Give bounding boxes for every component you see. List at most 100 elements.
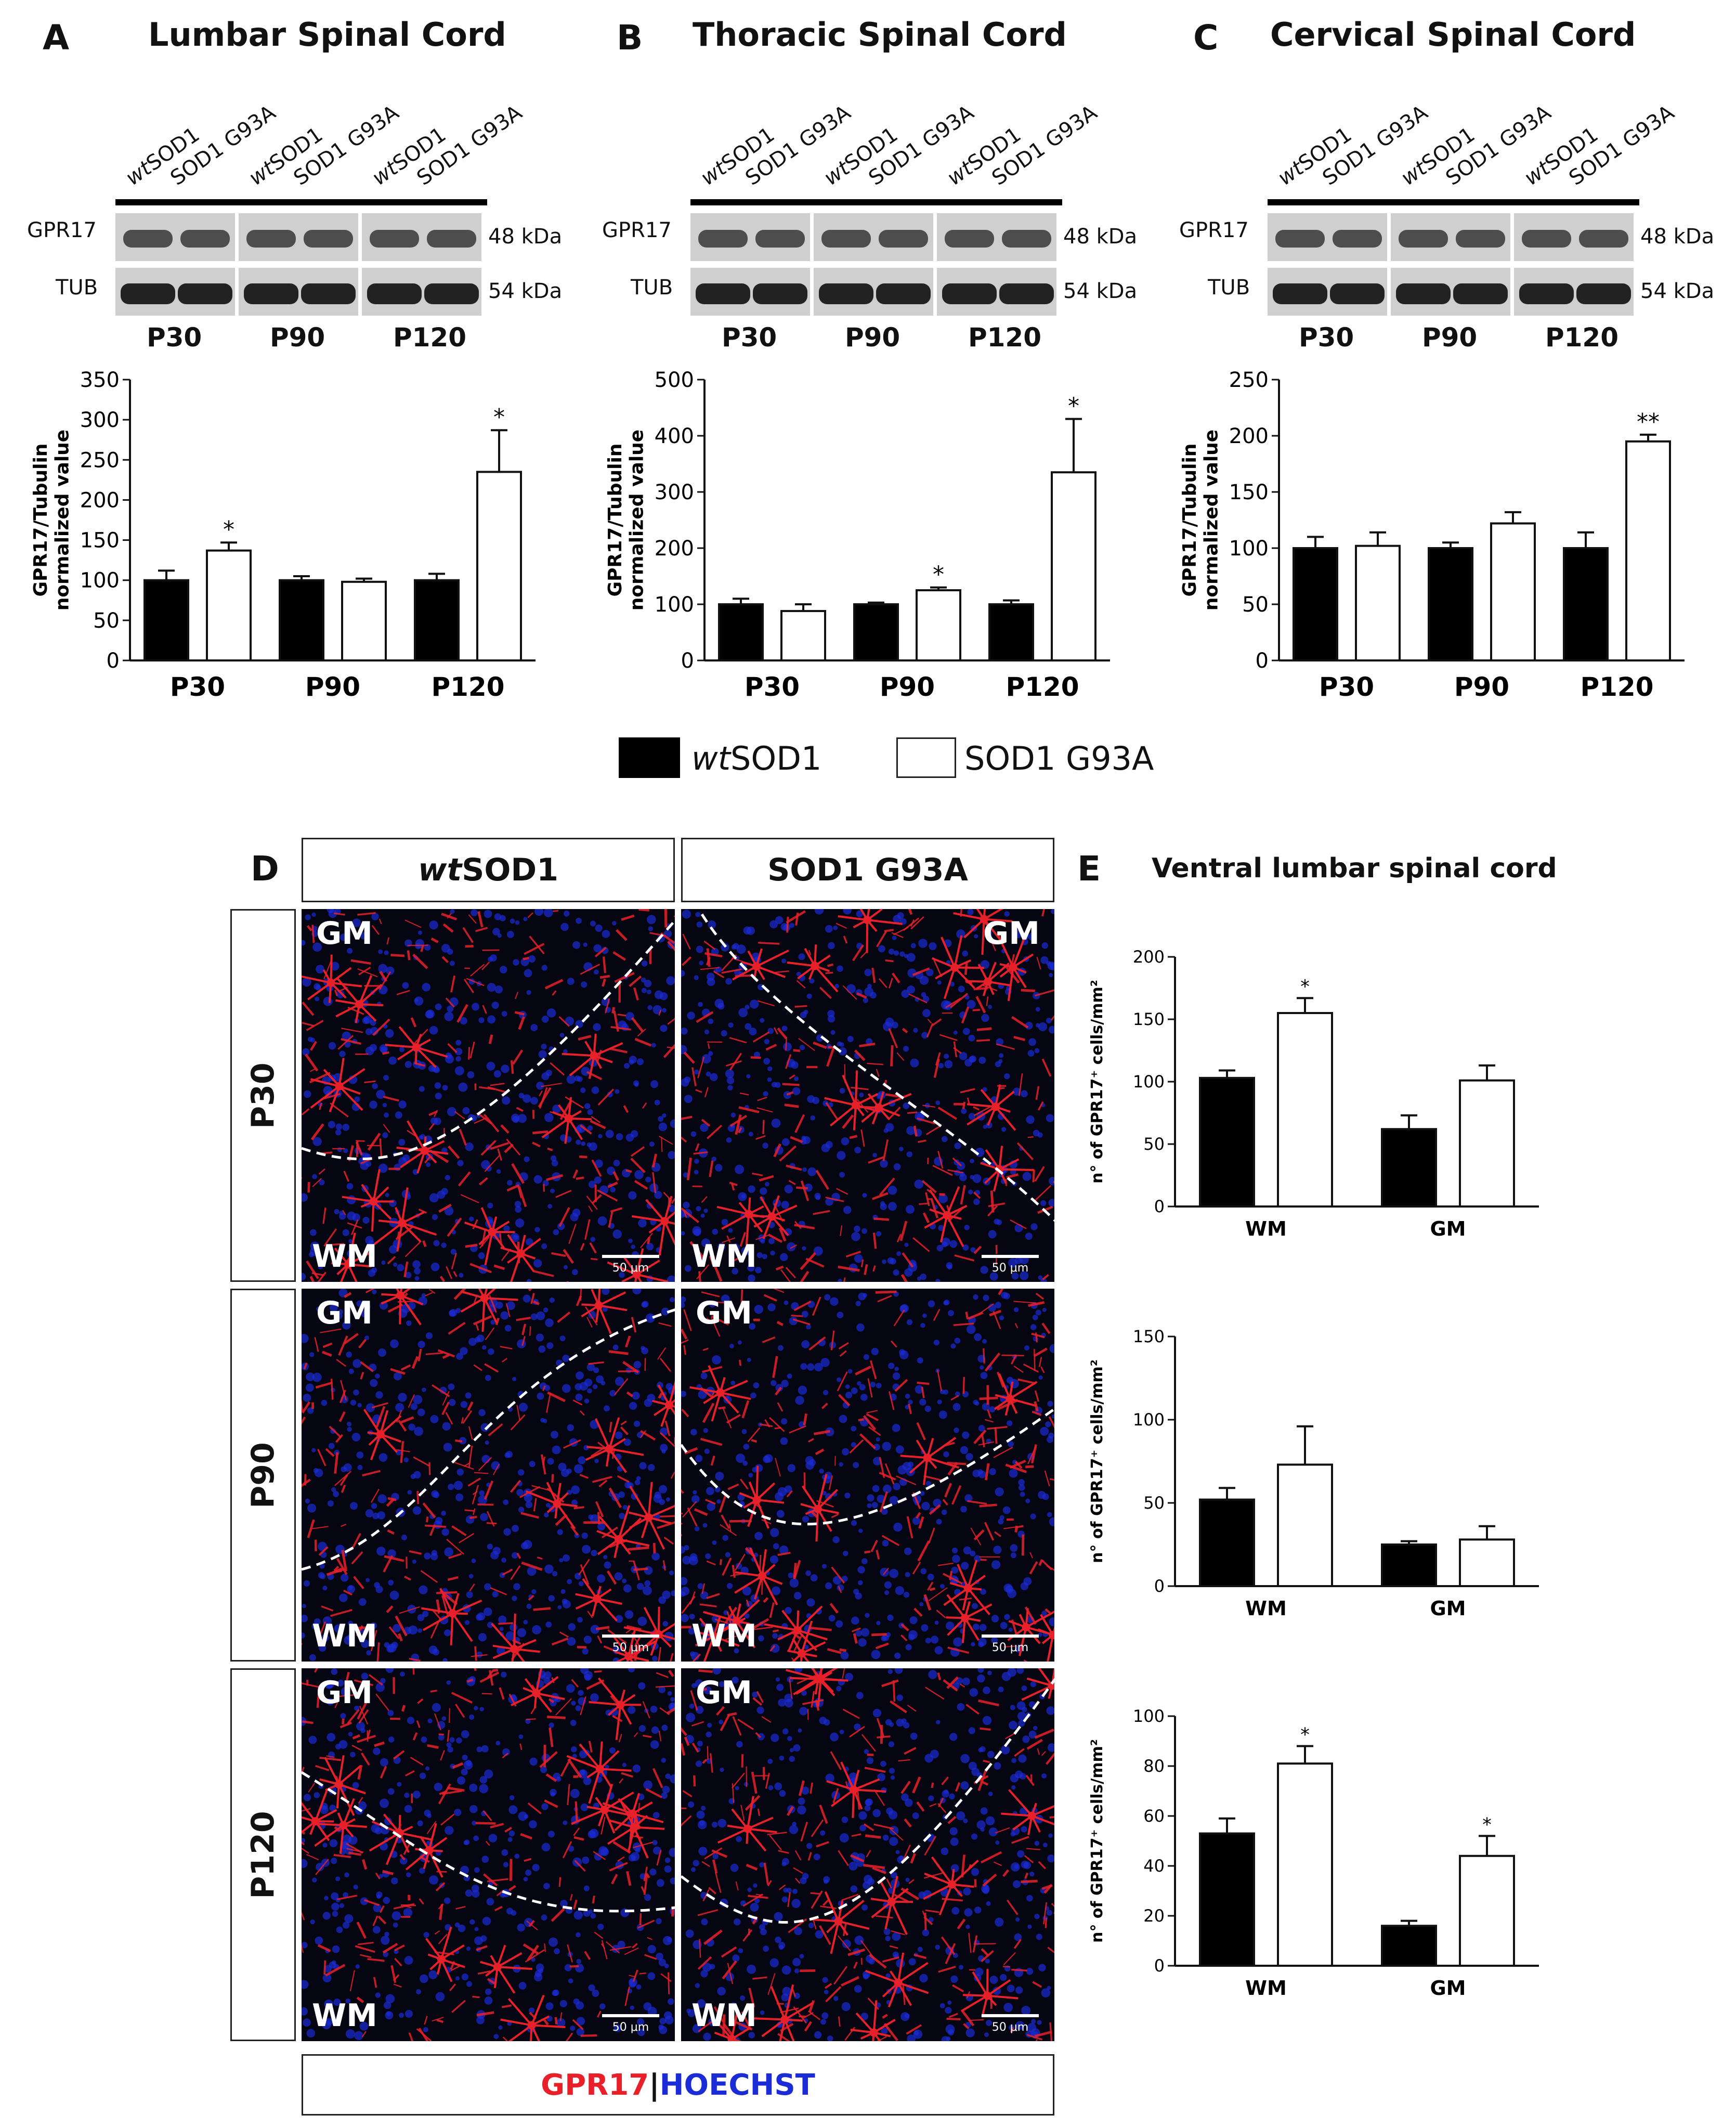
y-tick-label: 150 (1133, 1009, 1165, 1029)
band-tub (424, 283, 479, 304)
panel-letter-a: A (43, 18, 70, 58)
band-tub (753, 283, 807, 304)
y-tick-label: 20 (1143, 1906, 1165, 1926)
kda-54: 54 kDa (1063, 279, 1138, 303)
label-wm: WM (312, 1618, 377, 1654)
blot-line-c (1268, 199, 1639, 205)
y-tick-label: 100 (655, 593, 694, 617)
label-gm: GM (696, 1675, 752, 1711)
legend-label-mut: SOD1 G93A (964, 739, 1154, 777)
band-gpr17 (1002, 230, 1051, 248)
bar-P30-mut (206, 549, 252, 661)
y-tick-label: 100 (1133, 1410, 1165, 1430)
blot-age-label: P30 (1299, 322, 1354, 353)
kda-48: 48 kDa (1063, 225, 1138, 249)
band-tub (876, 283, 931, 304)
label-gm: GM (316, 915, 373, 952)
y-tick-label: 150 (1133, 1327, 1165, 1346)
legend-label-wt: wtSOD1 (691, 739, 822, 777)
x-tick-label: P90 (305, 672, 360, 702)
micrograph-image (681, 909, 1054, 1282)
label-gm: GM (696, 1295, 752, 1331)
band-gpr17 (879, 230, 928, 248)
chart-lumbar: 0 50 100 150 200 250 300 350 GPR17/Tubulinnormal… (30, 368, 536, 702)
scale-bar (982, 2014, 1039, 2017)
x-tick-label: P120 (1580, 672, 1653, 702)
kda-54: 54 kDa (488, 279, 563, 303)
y-tick-label: 300 (80, 408, 120, 432)
blot-gpr17-strip (814, 213, 933, 261)
blot-label-gpr17: GPR17 (1179, 218, 1249, 242)
blot-tub-strip (1391, 268, 1510, 316)
bar-WM-mut (1277, 1012, 1333, 1208)
y-tick-label: 200 (80, 488, 120, 512)
label-gm: GM (316, 1295, 373, 1331)
blot-tub-strip (937, 268, 1056, 316)
y-tick-label: 0 (1256, 649, 1269, 673)
x-tick-label: GM (1430, 1597, 1466, 1620)
stain-gpr17: GPR17 (541, 2068, 649, 2102)
y-tick-label: 400 (655, 424, 694, 448)
blot-age-label: P30 (147, 322, 202, 353)
y-tick-label: 100 (1133, 1072, 1165, 1092)
micrograph-image (302, 1668, 675, 2041)
bar-P90-wt (1428, 547, 1473, 661)
label-wm: WM (691, 1238, 757, 1275)
band-gpr17 (370, 230, 419, 248)
chart-e-p90: 0 50 100 150 n° of GPR17⁺ cells/mm² WM GM (1088, 1327, 1539, 1620)
label-wm: WM (691, 1997, 757, 2034)
row-label-p30: P30 (230, 909, 296, 1282)
panel-letter-d: D (251, 849, 279, 889)
chart-e-p30: 0 50 100 150 200 n° of GPR17⁺ cells/mm² * WM GM (1088, 947, 1539, 1240)
blot-tub-strip (814, 268, 933, 316)
blot-age-label: P120 (1545, 322, 1619, 353)
bar-P90-wt (853, 603, 899, 661)
y-tick-label: 0 (1154, 1956, 1165, 1976)
significance-marker: * (493, 404, 505, 431)
blot-label-tub: TUB (1208, 276, 1250, 300)
gm-wm-boundary (302, 918, 675, 1160)
row-label-p120: P120 (230, 1668, 296, 2041)
band-tub (1453, 283, 1508, 304)
significance-marker: * (1482, 1814, 1492, 1835)
micrograph-image (302, 1289, 675, 1662)
scale-bar (982, 1255, 1039, 1258)
y-axis-label: n° of GPR17⁺ cells/mm² (1088, 980, 1106, 1184)
y-tick-label: 200 (1133, 947, 1165, 967)
label-wm: WM (691, 1618, 757, 1654)
band-gpr17 (123, 230, 173, 248)
blot-tub-strip (690, 268, 810, 316)
panel-letter-e: E (1077, 849, 1101, 889)
y-tick-label: 250 (1229, 368, 1269, 392)
band-gpr17 (1333, 230, 1382, 248)
band-tub (1273, 283, 1327, 304)
bar-WM-wt (1199, 1498, 1255, 1587)
band-gpr17 (945, 230, 994, 248)
label-gm: GM (316, 1675, 373, 1711)
band-tub (1330, 283, 1385, 304)
blot-age-label: P120 (968, 322, 1042, 353)
significance-marker: * (1300, 976, 1310, 997)
chart-e-p120: 0 20 40 60 80 100 n° of GPR17⁺ cells/mm² * WM * GM (1088, 1706, 1539, 2000)
y-tick-label: 500 (655, 368, 694, 392)
blot-line-a (115, 199, 487, 205)
band-tub (121, 283, 175, 304)
micrograph-image (681, 1668, 1054, 2041)
scale-bar (602, 2014, 659, 2017)
blot-age-label: P30 (722, 322, 777, 353)
bar-GM-wt (1381, 1543, 1437, 1587)
panel-letter-c: C (1193, 18, 1219, 58)
band-tub (178, 283, 232, 304)
blot-gpr17-strip (1391, 213, 1510, 261)
y-tick-label: 150 (1229, 481, 1269, 504)
y-tick-label: 250 (80, 448, 120, 472)
bar-P120-wt (988, 603, 1034, 661)
scale-bar-label: 50 μm (612, 2021, 649, 2034)
significance-marker: * (223, 516, 234, 543)
scale-bar (602, 1634, 659, 1638)
scale-bar-label: 50 μm (991, 1641, 1029, 1654)
bar-GM-wt (1381, 1128, 1437, 1208)
kda-48: 48 kDa (488, 225, 563, 249)
micrograph-p120-mut: GM WM 50 μm (681, 1668, 1054, 2041)
legend-swatch-mut (896, 737, 956, 778)
